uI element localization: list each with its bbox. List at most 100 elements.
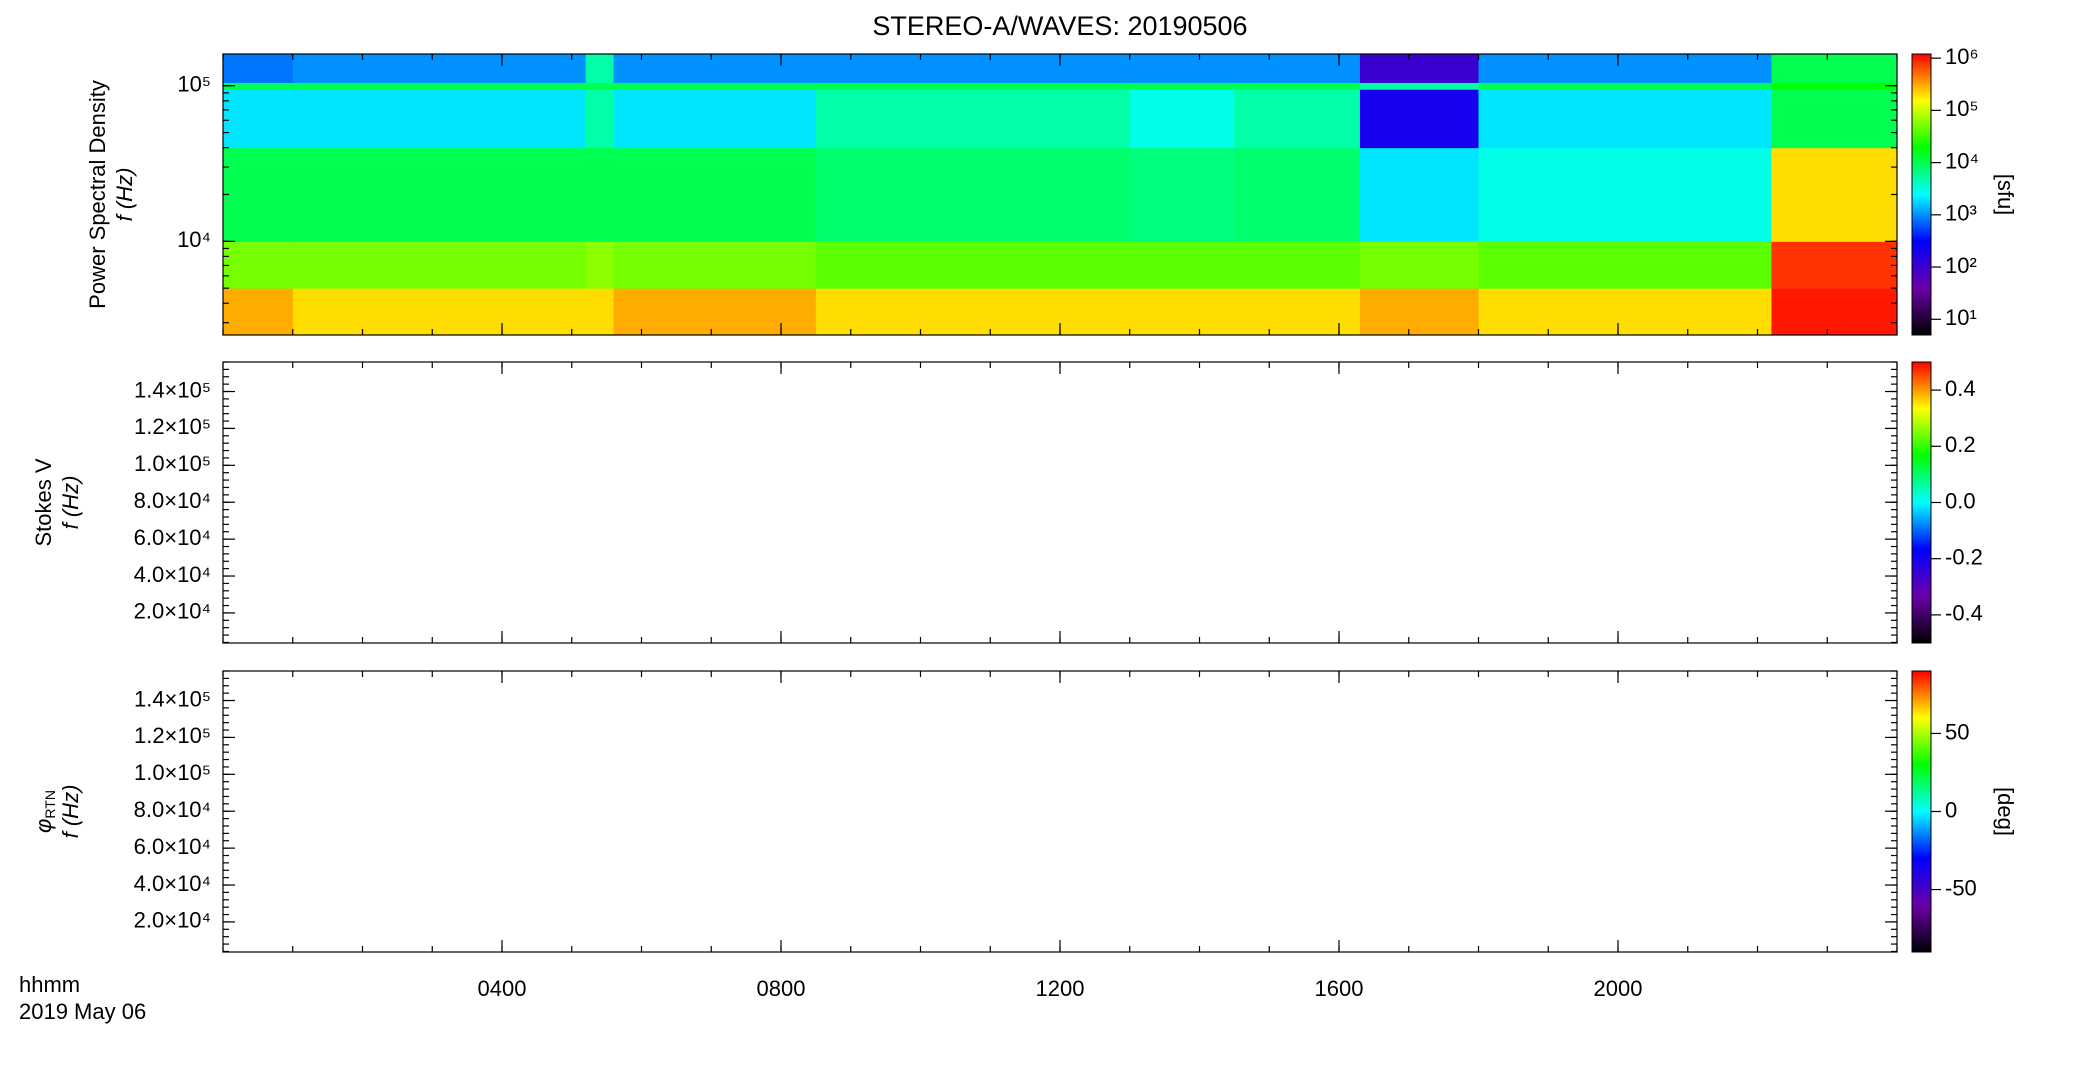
heatmap-cell xyxy=(1359,89,1479,149)
heatmap-cell xyxy=(613,82,817,90)
colorbar-tick-label: 10⁴ xyxy=(1945,148,1979,173)
plot-frame xyxy=(222,670,1898,953)
heatmap-cell xyxy=(292,82,587,90)
colorbar-tick-label: 0.0 xyxy=(1945,488,1976,513)
heatmap-cell xyxy=(1129,147,1235,242)
x-axis-label: hhmm xyxy=(19,972,80,997)
y-tick-label: 4.0×10⁴ xyxy=(134,562,211,587)
heatmap-cell xyxy=(613,288,817,336)
heatmap-cell xyxy=(292,54,587,83)
y-tick-label: 1.2×10⁵ xyxy=(134,723,211,748)
y-tick-label: 4.0×10⁴ xyxy=(134,871,211,896)
colorbar-tick-label: 50 xyxy=(1945,719,1969,744)
heatmap-cell xyxy=(1478,147,1772,242)
heatmap-cell xyxy=(1771,89,1898,149)
colorbar-label: [deg] xyxy=(1993,787,2018,836)
colorbar-tick-label: -50 xyxy=(1945,875,1977,900)
heatmap-cell xyxy=(585,89,615,149)
heatmap-cell xyxy=(1359,82,1479,90)
plot-frame xyxy=(222,361,1898,644)
y-tick-label: 10⁵ xyxy=(177,72,211,97)
heatmap-cell xyxy=(1771,147,1898,242)
heatmap-cell xyxy=(815,54,1131,83)
y-tick-label: 1.2×10⁵ xyxy=(134,414,211,439)
heatmap-cell xyxy=(1771,54,1898,83)
heatmap-cell xyxy=(223,147,294,242)
y-tick-label: 8.0×10⁴ xyxy=(134,488,211,513)
y-tick-label: 1.4×10⁵ xyxy=(134,686,211,711)
colorbar-tick-label: 10³ xyxy=(1945,201,1977,226)
y-label-subscript: RTN xyxy=(42,790,58,819)
y-tick-label: 2.0×10⁴ xyxy=(134,599,211,624)
heatmap-cell xyxy=(1234,89,1361,149)
y-tick-label: 6.0×10⁴ xyxy=(134,525,211,550)
heatmap-cell xyxy=(1771,82,1898,90)
heatmap-cell xyxy=(585,54,615,83)
date-label: 2019 May 06 xyxy=(19,999,146,1024)
x-tick-label: 2000 xyxy=(1594,976,1643,1001)
heatmap-cell xyxy=(1359,288,1479,336)
y-axis-label: f (Hz) xyxy=(58,785,83,839)
heatmap-cell xyxy=(223,288,294,336)
y-tick-label: 8.0×10⁴ xyxy=(134,797,211,822)
y-label-symbol: φ xyxy=(31,819,56,833)
heatmap-cell xyxy=(613,147,817,242)
y-tick-label: 2.0×10⁴ xyxy=(134,908,211,933)
y-axis-label: φRTN xyxy=(31,790,58,833)
heatmap-cell xyxy=(815,288,1131,336)
colorbar xyxy=(1911,53,1932,336)
x-tick-label: 1200 xyxy=(1036,976,1085,1001)
heatmap-cell xyxy=(223,241,294,289)
y-axis-label: Stokes V xyxy=(31,458,56,546)
heatmap-cell xyxy=(1129,54,1235,83)
heatmap-cell xyxy=(1129,288,1235,336)
heatmap-cell xyxy=(585,82,615,90)
x-tick-label: 0400 xyxy=(478,976,527,1001)
heatmap-cell xyxy=(1478,288,1772,336)
colorbar-tick-label: 10¹ xyxy=(1945,305,1977,330)
heatmap-cell xyxy=(1478,89,1772,149)
heatmap-cell xyxy=(613,241,817,289)
heatmap-cell xyxy=(585,288,615,336)
heatmap-cell xyxy=(1478,54,1772,83)
heatmap-cell xyxy=(292,147,587,242)
heatmap-cell xyxy=(585,147,615,242)
heatmap-cell xyxy=(1359,147,1479,242)
heatmap-cell xyxy=(1129,241,1235,289)
heatmap-cell xyxy=(613,54,817,83)
colorbar-tick-label: 10² xyxy=(1945,253,1977,278)
y-axis-label: f (Hz) xyxy=(112,168,137,222)
heatmap-cell xyxy=(292,241,587,289)
heatmap-cell xyxy=(223,89,294,149)
heatmap-cell xyxy=(1771,288,1898,336)
y-axis-label: f (Hz) xyxy=(58,476,83,530)
heatmap-cell xyxy=(223,54,294,83)
heatmap-cell xyxy=(1359,241,1479,289)
heatmap-cell xyxy=(1771,241,1898,289)
colorbar-tick-label: -0.2 xyxy=(1945,545,1983,570)
heatmap-cell xyxy=(613,89,817,149)
colorbar-tick-label: 0.4 xyxy=(1945,376,1976,401)
heatmap-cell xyxy=(1129,82,1235,90)
heatmap-cell xyxy=(292,89,587,149)
heatmap-cell xyxy=(1478,82,1772,90)
heatmap-cell xyxy=(1234,82,1361,90)
heatmap-cell xyxy=(1234,241,1361,289)
chart-title: STEREO-A/WAVES: 20190506 xyxy=(872,11,1247,41)
heatmap-cell xyxy=(292,288,587,336)
colorbar-tick-label: 10⁵ xyxy=(1945,96,1979,121)
colorbar-tick-label: -0.4 xyxy=(1945,601,1983,626)
colorbar-tick-label: 0.2 xyxy=(1945,432,1976,457)
heatmap-cell xyxy=(1234,147,1361,242)
colorbar xyxy=(1911,361,1932,644)
heatmap-cell xyxy=(815,82,1131,90)
heatmap-cell xyxy=(1234,288,1361,336)
y-label-symbol: Stokes V xyxy=(31,458,56,546)
heatmap-cell xyxy=(1478,241,1772,289)
heatmap-cell xyxy=(585,241,615,289)
heatmap-cell xyxy=(1359,54,1479,83)
colorbar-tick-label: 10⁶ xyxy=(1945,44,1979,69)
heatmap-cell xyxy=(1129,89,1235,149)
